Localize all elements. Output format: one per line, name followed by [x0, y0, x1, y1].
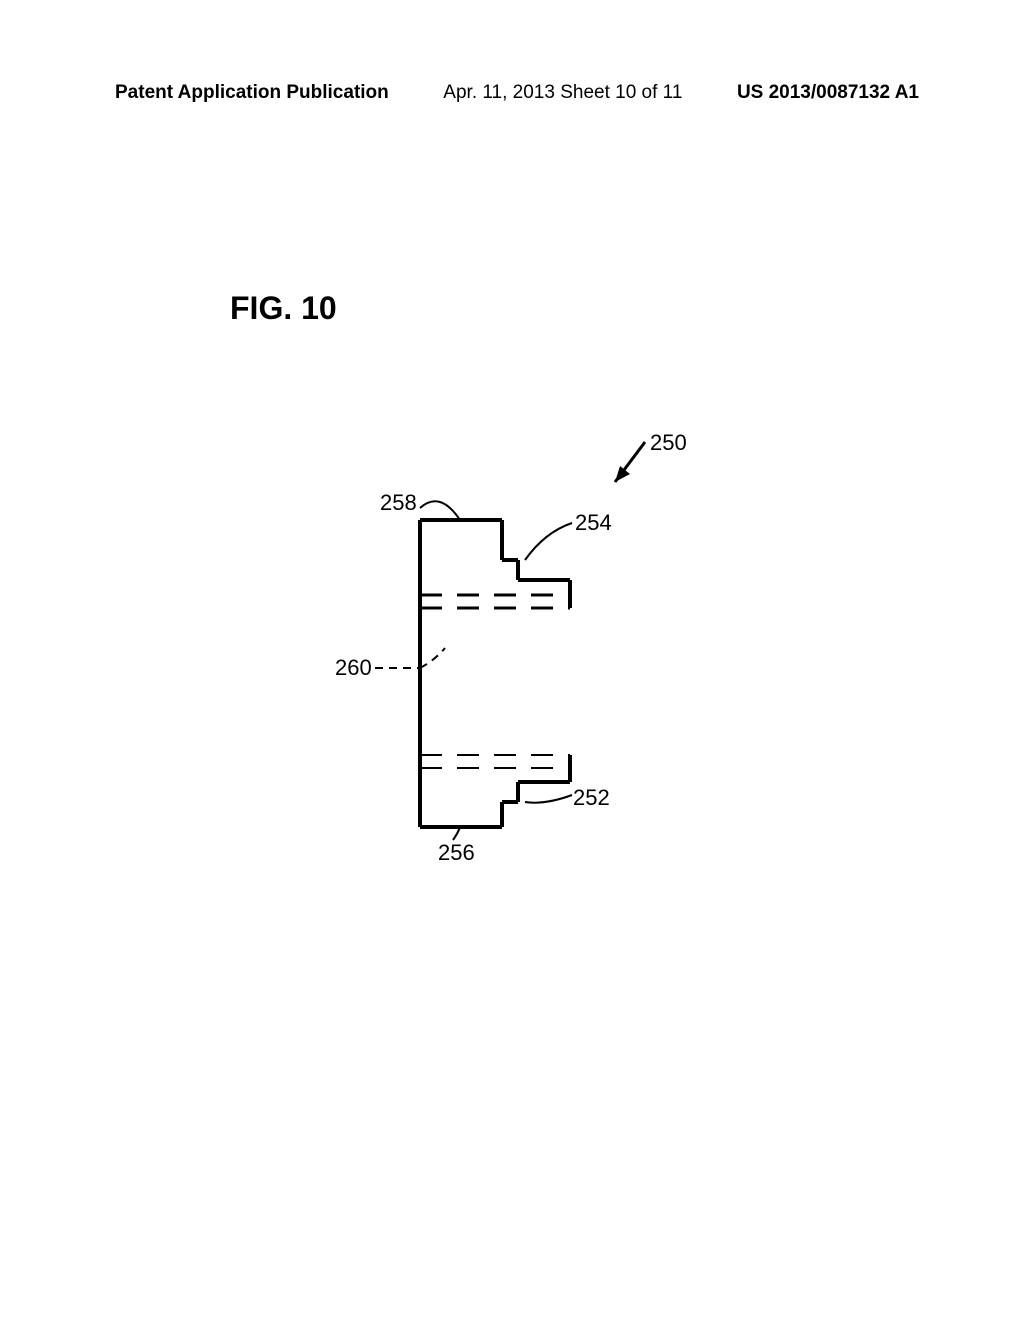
reference-label-256: 256 — [438, 840, 475, 866]
reference-label-260: 260 — [335, 655, 372, 681]
header-left-text: Patent Application Publication — [115, 82, 389, 104]
reference-label-254: 254 — [575, 510, 612, 536]
header-center-text: Apr. 11, 2013 Sheet 10 of 11 — [443, 82, 682, 104]
patent-header: Patent Application Publication Apr. 11, … — [0, 82, 1024, 104]
reference-label-252: 252 — [573, 785, 610, 811]
reference-label-258: 258 — [380, 490, 417, 516]
figure-title: FIG. 10 — [230, 290, 337, 327]
reference-label-250: 250 — [650, 430, 687, 456]
diagram-container: 250 258 254 260 252 256 — [320, 430, 720, 880]
header-right-text: US 2013/0087132 A1 — [737, 82, 919, 104]
